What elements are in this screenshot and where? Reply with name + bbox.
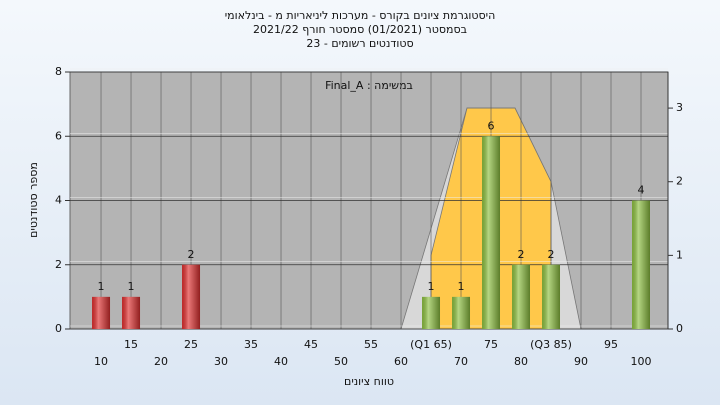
y-tick-label: 4 bbox=[55, 194, 62, 207]
bar-shade bbox=[182, 264, 201, 329]
x-axis-label: טווח ציונים bbox=[344, 375, 394, 388]
x-tick-label: 25 bbox=[184, 338, 198, 351]
x-tick-label: (Q3 85) bbox=[530, 338, 572, 351]
x-tick-label: 35 bbox=[244, 338, 258, 351]
bar-shade bbox=[452, 296, 471, 329]
x-tick-label: 80 bbox=[514, 355, 528, 368]
x-tick-label: 50 bbox=[334, 355, 348, 368]
x-tick-label: 20 bbox=[154, 355, 168, 368]
x-tick-label: 10 bbox=[94, 355, 108, 368]
y2-tick-label: 2 bbox=[676, 175, 683, 188]
title-line: היסטוגרמת ציונים בקורס - מערכות ליניאריו… bbox=[225, 9, 496, 22]
y2-tick-label: 1 bbox=[676, 248, 683, 261]
y-tick-label: 2 bbox=[55, 258, 62, 271]
bar-shade bbox=[482, 136, 501, 329]
data-label: 2 bbox=[188, 248, 195, 261]
data-label: 6 bbox=[488, 119, 495, 132]
data-label: 4 bbox=[638, 184, 645, 197]
x-tick-label: 75 bbox=[484, 338, 498, 351]
y-tick-label: 8 bbox=[55, 65, 62, 78]
y-tick-label: 0 bbox=[55, 322, 62, 335]
y2-tick-label: 0 bbox=[676, 322, 683, 335]
data-label: 2 bbox=[548, 248, 555, 261]
bar-shade bbox=[632, 200, 651, 329]
x-tick-label: 40 bbox=[274, 355, 288, 368]
bar-shade bbox=[542, 264, 561, 329]
x-tick-label: 15 bbox=[124, 338, 138, 351]
y2-tick-label: 3 bbox=[676, 101, 683, 114]
data-label: 1 bbox=[458, 280, 465, 293]
x-tick-label: 45 bbox=[304, 338, 318, 351]
bar-shade bbox=[422, 296, 441, 329]
x-tick-label: 70 bbox=[454, 355, 468, 368]
x-tick-label: 90 bbox=[574, 355, 588, 368]
data-label: 1 bbox=[128, 280, 135, 293]
annotation: Final_A : במשימה bbox=[325, 79, 413, 92]
y-tick-label: 6 bbox=[55, 129, 62, 142]
data-label: 1 bbox=[98, 280, 105, 293]
x-tick-label: 60 bbox=[394, 355, 408, 368]
bar-shade bbox=[92, 296, 111, 329]
x-tick-label: 95 bbox=[604, 338, 618, 351]
x-tick-label: 100 bbox=[631, 355, 652, 368]
bar-shade bbox=[512, 264, 531, 329]
x-tick-label: (Q1 65) bbox=[410, 338, 452, 351]
y-axis-label: מספר סטודנטים bbox=[27, 162, 40, 238]
title-line: סטודנטים רשומים - 23 bbox=[306, 37, 413, 50]
x-tick-label: 30 bbox=[214, 355, 228, 368]
bar-shade bbox=[122, 296, 141, 329]
title-line: בסמסטר (01/2021) סמסטר חורף 2021/22 bbox=[253, 23, 467, 36]
data-label: 1 bbox=[428, 280, 435, 293]
x-tick-label: 55 bbox=[364, 338, 378, 351]
data-label: 2 bbox=[518, 248, 525, 261]
